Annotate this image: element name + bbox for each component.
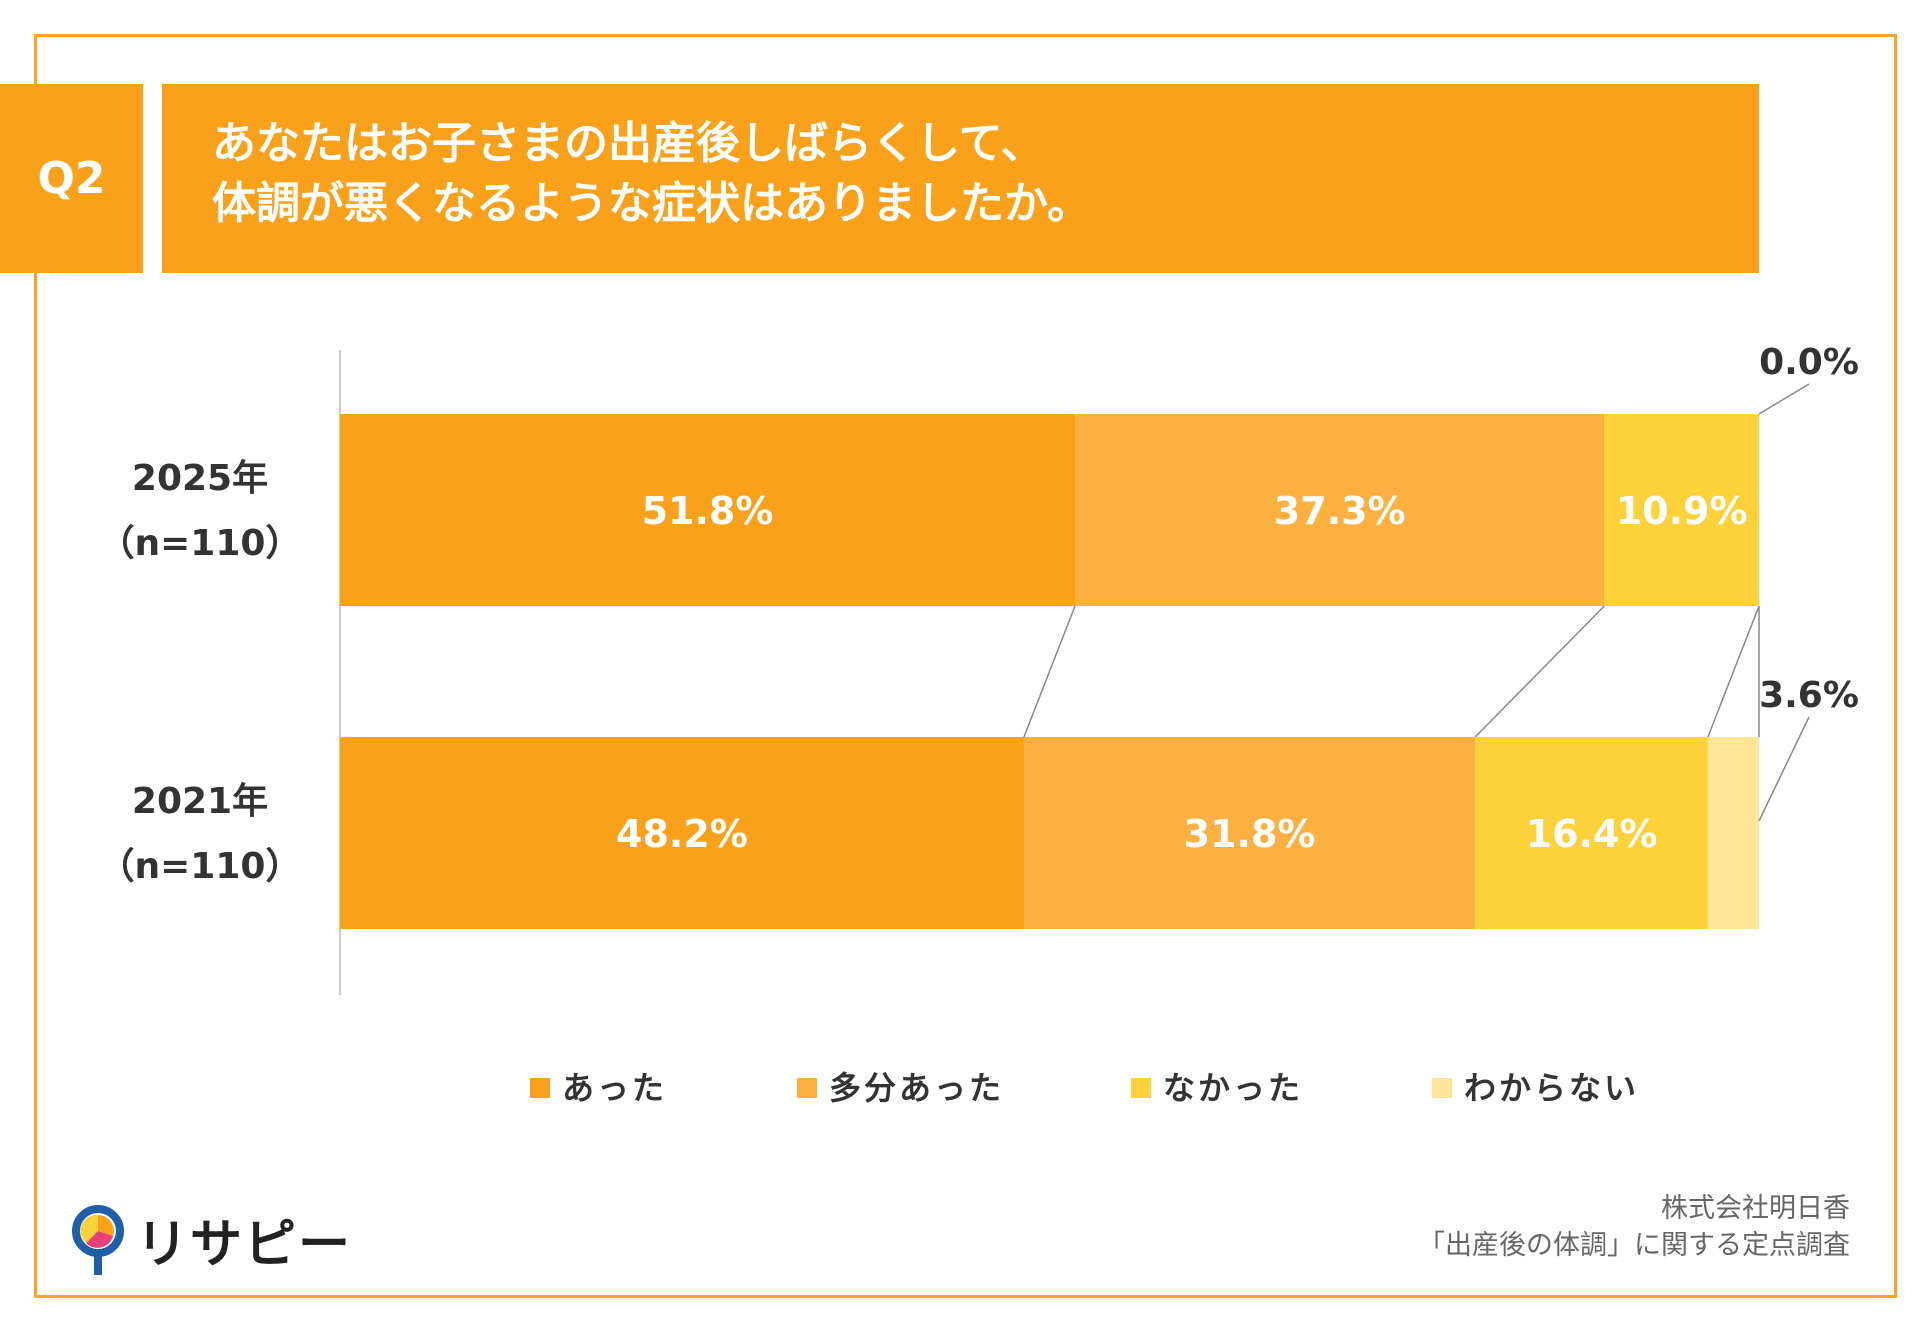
data-label-1-2: 37.3% [1274,489,1406,533]
callout-line-1-4 [1758,383,1810,415]
question-title-line-2: 体調が悪くなるような症状はありましたか。 [212,178,1092,229]
logo-text: リサピー [136,1215,353,1275]
chart-frame [34,34,1897,1298]
legend-label-4: わからない [1464,1069,1639,1107]
category-label-year-1: 2025年 [132,458,268,499]
source-credit: 株式会社明日香 「出産後の体調」に関する定点調査 [1418,1190,1850,1264]
legend-label-3: なかった [1163,1069,1303,1107]
data-label-1-1: 51.8% [642,489,774,533]
data-label-2-2: 31.8% [1184,812,1316,856]
bar-segment-2-2 [1023,737,1476,929]
bar-segment-2-1 [340,737,1024,929]
data-label-2-3: 16.4% [1526,812,1658,856]
connector-line-3 [1707,605,1760,738]
bar-segment-2-4 [1707,737,1759,929]
legend-label-1: あった [562,1069,667,1107]
data-label-2-4: 3.6% [1759,675,1859,716]
legend-label-2: 多分あった [829,1069,1004,1107]
data-label-1-3: 10.9% [1616,489,1748,533]
bar-segment-1-1 [340,414,1076,606]
company-name: 株式会社明日香 [1661,1193,1850,1224]
bar-segment-2-3 [1475,737,1708,929]
survey-name: 「出産後の体調」に関する定点調査 [1418,1230,1850,1261]
category-label-n-1: （n=110） [99,523,302,564]
legend-swatch-2 [797,1078,817,1098]
bar-segment-1-2 [1075,414,1605,606]
category-label-n-2: （n=110） [99,846,302,887]
callout-line-2-4 [1758,716,1810,822]
data-label-1-4: 0.0% [1759,342,1859,383]
category-label-year-2: 2021年 [132,781,268,822]
question-title: あなたはお子さまの出産後しばらくして、 体調が悪くなるような症状はありましたか。 [162,84,1759,273]
question-number: Q2 [0,84,143,273]
data-label-2-1: 48.2% [616,812,748,856]
bar-segment-1-3 [1604,414,1759,606]
legend-swatch-4 [1432,1078,1452,1098]
connector-line-2 [1474,605,1605,738]
question-title-line-1: あなたはお子さまの出産後しばらくして、 [212,118,1045,169]
legend-swatch-1 [530,1078,550,1098]
pin-logo-icon [72,1204,124,1275]
legend-swatch-3 [1131,1078,1151,1098]
logo: リサピー [70,1202,352,1277]
connector-line-1 [1023,605,1076,738]
